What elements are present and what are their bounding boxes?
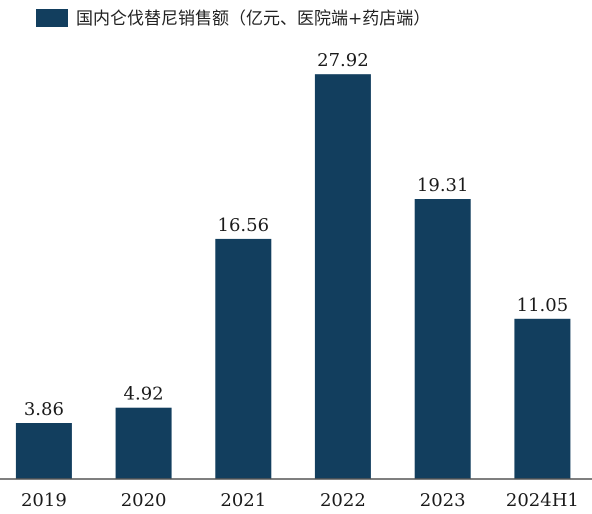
legend-swatch bbox=[36, 9, 68, 27]
x-tick-label-2021: 2021 bbox=[220, 490, 266, 511]
data-label-2023: 19.31 bbox=[417, 175, 469, 196]
data-label-2019: 3.86 bbox=[24, 399, 64, 420]
x-tick-labels-layer: 2019 2020 2021 2022 2023 2024H1 bbox=[21, 490, 579, 511]
bar-2023 bbox=[414, 199, 471, 479]
data-labels-layer: 3.86 4.92 16.56 27.92 19.31 11.05 bbox=[24, 50, 568, 420]
data-label-2021: 16.56 bbox=[218, 215, 270, 236]
data-label-2024H1: 11.05 bbox=[517, 295, 569, 316]
x-tick-label-2023: 2023 bbox=[420, 490, 466, 511]
bars-layer bbox=[15, 74, 571, 479]
bar-2019 bbox=[15, 423, 72, 479]
x-tick-label-2024H1: 2024H1 bbox=[506, 490, 579, 511]
data-label-2022: 27.92 bbox=[317, 50, 369, 71]
x-tick-label-2019: 2019 bbox=[21, 490, 67, 511]
x-tick-label-2022: 2022 bbox=[320, 490, 366, 511]
bar-2020 bbox=[115, 407, 172, 479]
bar-2024H1 bbox=[514, 318, 571, 479]
data-label-2020: 4.92 bbox=[124, 384, 164, 405]
bar-2022 bbox=[314, 74, 371, 479]
legend: 国内仑伐替尼销售额（亿元、医院端+药店端） bbox=[36, 9, 430, 29]
bar-2021 bbox=[215, 238, 272, 479]
legend-label: 国内仑伐替尼销售额（亿元、医院端+药店端） bbox=[76, 9, 430, 29]
x-tick-label-2020: 2020 bbox=[121, 490, 167, 511]
